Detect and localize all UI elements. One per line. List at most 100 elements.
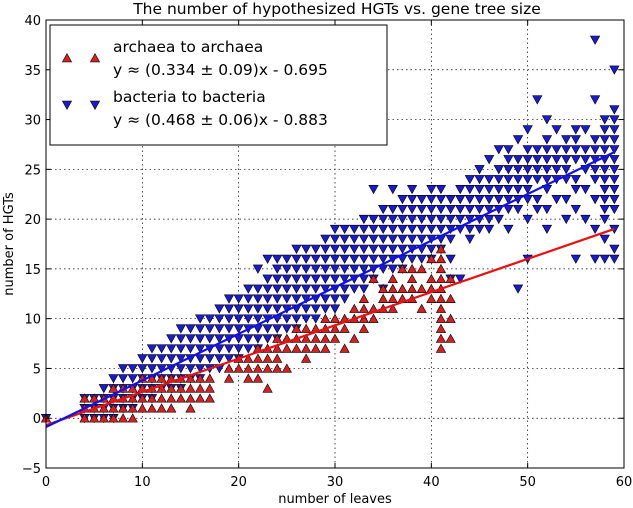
- data-point: [166, 354, 177, 364]
- data-point: [137, 403, 148, 413]
- data-point: [146, 393, 158, 403]
- x-tick-labels: 0 10 20 30 40 50 60: [42, 475, 632, 490]
- data-point: [243, 334, 254, 344]
- data-point: [435, 214, 447, 225]
- data-point: [609, 204, 620, 215]
- data-point: [233, 324, 244, 334]
- data-point: [368, 244, 379, 254]
- data-point: [609, 135, 620, 145]
- data-point: [156, 393, 167, 403]
- data-point: [146, 364, 158, 374]
- data-point: [570, 204, 581, 215]
- data-point: [503, 224, 514, 235]
- data-point: [368, 214, 379, 225]
- data-point: [474, 224, 485, 235]
- data-point: [339, 244, 350, 254]
- data-point: [329, 234, 341, 245]
- data-point: [570, 135, 581, 145]
- data-point: [397, 194, 408, 205]
- data-point: [474, 175, 485, 185]
- data-point: [204, 354, 215, 364]
- data-point: [262, 274, 273, 284]
- data-point: [252, 334, 264, 344]
- data-point: [146, 354, 158, 364]
- data-point: [339, 284, 350, 294]
- legend-entry-bacteria: bacteria to bacteria y ≈ (0.468 ± 0.06)x…: [61, 88, 328, 129]
- data-point: [310, 343, 321, 353]
- data-point: [329, 274, 341, 284]
- x-tick-label: 20: [230, 475, 247, 490]
- data-point: [320, 313, 331, 323]
- data-point: [378, 244, 389, 254]
- data-point: [146, 373, 158, 383]
- data-point: [252, 264, 264, 274]
- data-point: [532, 175, 543, 185]
- data-point: [387, 264, 398, 274]
- data-point: [387, 214, 398, 225]
- data-point: [551, 145, 562, 155]
- data-point: [204, 314, 215, 324]
- data-point: [397, 234, 408, 245]
- legend-entry-archaea: archaea to archaea y ≈ (0.334 ± 0.09)x -…: [61, 38, 328, 79]
- data-point: [195, 324, 206, 334]
- data-point: [464, 224, 475, 235]
- data-point: [426, 224, 437, 235]
- data-point: [435, 303, 447, 313]
- data-point: [503, 204, 514, 215]
- data-point: [272, 254, 283, 264]
- data-point: [320, 294, 331, 304]
- data-point: [339, 323, 350, 333]
- data-point: [589, 175, 601, 185]
- data-point: [137, 364, 148, 374]
- data-point: [214, 324, 225, 334]
- data-point: [609, 185, 620, 195]
- data-point: [195, 344, 206, 354]
- data-point: [320, 343, 331, 353]
- data-point: [243, 304, 254, 314]
- data-point: [127, 393, 138, 403]
- data-point: [243, 363, 254, 373]
- data-point: [426, 253, 437, 264]
- data-point: [358, 264, 370, 274]
- data-point: [272, 264, 283, 274]
- data-point: [435, 273, 447, 284]
- x-tick-label: 0: [42, 475, 50, 490]
- data-point: [108, 403, 119, 413]
- data-point: [291, 254, 302, 264]
- data-point: [406, 194, 418, 205]
- data-point: [378, 204, 389, 215]
- data-point: [175, 354, 186, 364]
- data-point: [541, 155, 553, 165]
- data-point: [214, 334, 225, 344]
- data-point: [416, 283, 427, 294]
- data-point: [599, 254, 610, 264]
- data-point: [185, 393, 196, 403]
- data-point: [243, 344, 254, 354]
- data-point: [339, 234, 350, 245]
- data-point: [89, 413, 100, 423]
- data-point: [551, 194, 562, 205]
- data-point: [561, 155, 572, 165]
- data-point: [349, 264, 360, 274]
- data-point: [185, 344, 196, 354]
- data-point: [223, 373, 235, 383]
- data-point: [156, 354, 167, 364]
- data-point: [378, 214, 389, 225]
- data-point: [281, 314, 292, 324]
- data-point: [349, 303, 360, 313]
- data-point: [262, 254, 273, 264]
- data-point: [243, 353, 254, 363]
- data-point: [358, 244, 370, 254]
- data-point: [368, 234, 379, 245]
- data-point: [223, 344, 235, 354]
- data-point: [589, 254, 601, 264]
- data-point: [223, 294, 235, 304]
- data-point: [368, 313, 379, 323]
- data-point: [329, 254, 341, 264]
- data-point: [243, 373, 254, 383]
- data-point: [512, 204, 524, 215]
- data-point: [387, 283, 398, 294]
- x-tick-label: 30: [327, 475, 344, 490]
- data-point: [233, 344, 244, 354]
- data-point: [445, 194, 456, 205]
